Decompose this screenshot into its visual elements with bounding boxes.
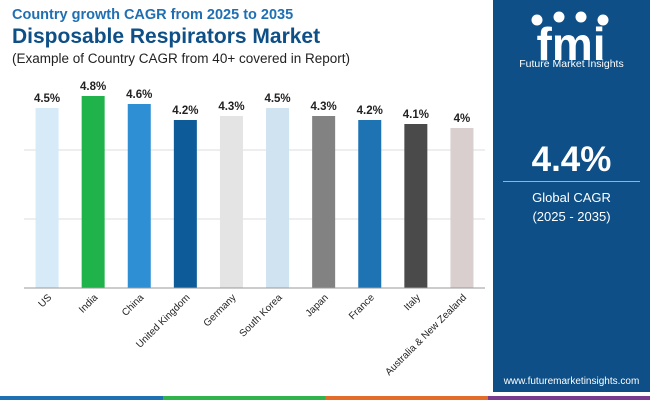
bar-5	[266, 108, 290, 288]
header: Country growth CAGR from 2025 to 2035 Di…	[12, 6, 482, 68]
x-tick-label-7: France	[347, 292, 377, 322]
bar-7	[358, 120, 382, 288]
bar-0	[35, 108, 59, 288]
data-label-5: 4.5%	[264, 93, 290, 105]
bar-9	[450, 128, 474, 288]
bar-8	[404, 124, 428, 288]
footer-segment-purple	[487, 396, 650, 400]
data-label-6: 4.3%	[311, 101, 337, 113]
x-tick-label-1: India	[77, 292, 100, 315]
x-tick-label-8: Italy	[402, 292, 423, 313]
data-label-9: 4%	[454, 113, 471, 125]
kpi-value: 4.4%	[531, 140, 612, 179]
data-label-3: 4.2%	[172, 105, 198, 117]
logo-text: fmi	[537, 18, 606, 70]
footer-segment-orange	[325, 396, 488, 400]
bar-3	[173, 120, 197, 288]
footer-segment-blue	[0, 396, 163, 400]
brand-name: Future Market Insights	[519, 58, 624, 70]
data-label-7: 4.2%	[357, 105, 383, 117]
x-tick-label-5: South Korea	[238, 292, 285, 339]
x-tick-label-9: Australia & New Zealand	[383, 292, 469, 378]
bar-6	[312, 116, 336, 288]
x-tick-label-6: Japan	[304, 292, 331, 319]
chart-title: Disposable Respirators Market	[12, 25, 321, 48]
kpi-label-line-1: Global CAGR	[532, 190, 611, 205]
bar-2	[127, 104, 151, 288]
fmi-logo: fmi	[531, 11, 609, 70]
footer-segment-green	[162, 396, 325, 400]
website-link[interactable]: www.futuremarketinsights.com	[503, 376, 640, 387]
data-label-8: 4.1%	[403, 109, 429, 121]
bar-4	[219, 116, 243, 288]
data-label-2: 4.6%	[126, 89, 152, 101]
kpi-divider	[503, 181, 640, 182]
chart-subtitle: Country growth CAGR from 2025 to 2035	[12, 7, 294, 23]
x-tick-label-4: Germany	[202, 292, 239, 329]
kpi-label: Global CAGR (2025 - 2035)	[493, 188, 650, 226]
footer-color-bar	[0, 396, 650, 400]
x-tick-label-0: US	[37, 292, 55, 310]
data-label-4: 4.3%	[218, 101, 244, 113]
bar-1	[81, 96, 105, 288]
chart-note: (Example of Country CAGR from 40+ covere…	[12, 51, 351, 66]
kpi-label-line-2: (2025 - 2035)	[532, 209, 611, 224]
sidebar-panel: fmi Future Market Insights 4.4% Global C…	[493, 0, 650, 392]
x-tick-label-2: China	[120, 292, 147, 319]
data-label-1: 4.8%	[80, 81, 106, 93]
data-label-0: 4.5%	[34, 93, 60, 105]
